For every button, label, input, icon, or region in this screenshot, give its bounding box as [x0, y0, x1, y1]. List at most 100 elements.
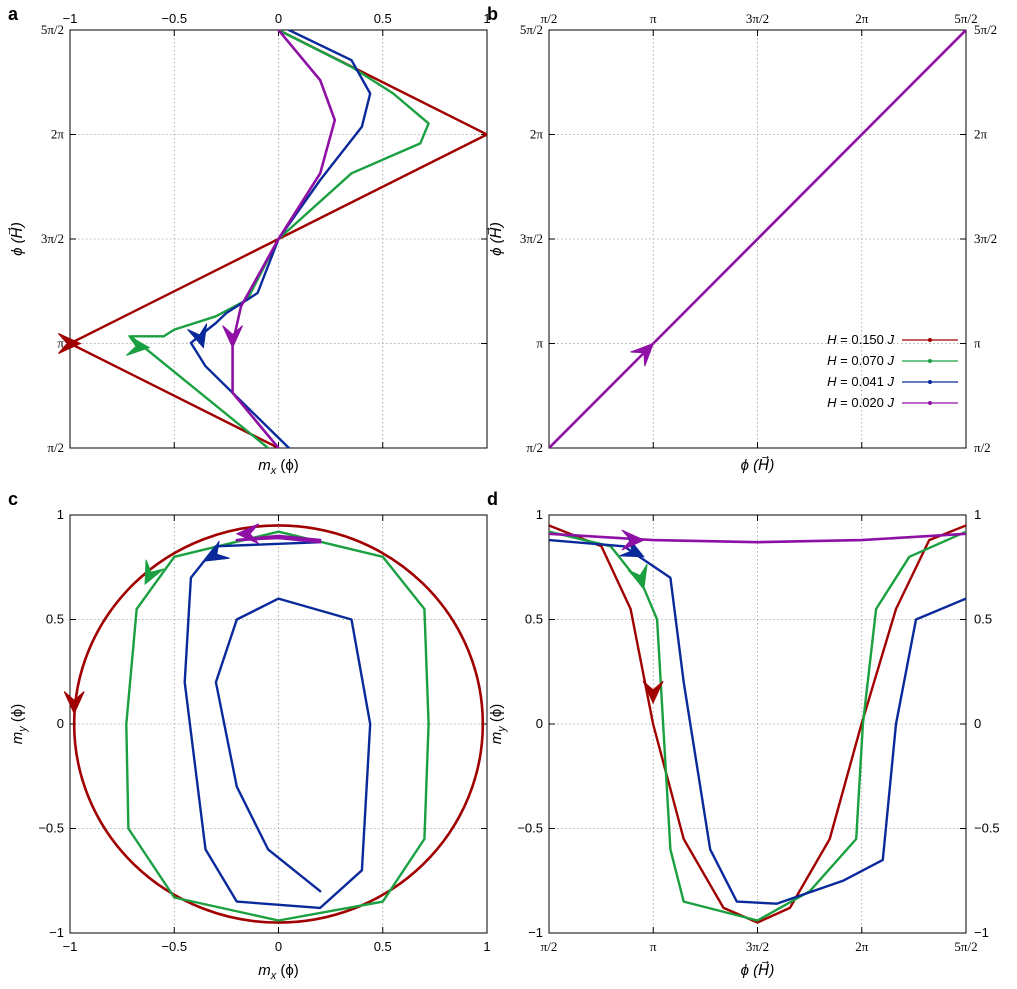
direction-arrow-H150	[642, 680, 664, 705]
y-tick-label: π/2	[47, 440, 64, 455]
x-tick-label: 3π/2	[746, 11, 769, 26]
y-tick-label: 1	[57, 507, 64, 522]
y-tick-label: π	[536, 336, 543, 351]
y-tick-label: 0	[57, 716, 64, 731]
series-line-H070	[549, 530, 966, 922]
x-tick-label: π/2	[541, 939, 558, 954]
y-tick-label: 3π/2	[41, 231, 64, 246]
series-group	[549, 524, 966, 924]
y-tick-label-right: 0	[974, 716, 981, 731]
series-group	[70, 30, 487, 448]
series-line-H020	[549, 30, 966, 448]
series-group	[549, 30, 966, 448]
series-line-H020	[235, 534, 322, 544]
legend: H = 0.150 J H = 0.070 J H = 0.041 J H = 0.0…	[827, 332, 958, 410]
y-tick-label: 1	[536, 507, 543, 522]
y-tick-label: π	[57, 336, 64, 351]
x-tick-label: −1	[63, 939, 78, 954]
y-tick-label: 3π/2	[520, 231, 543, 246]
legend-swatch-dot	[928, 380, 932, 384]
y-tick-label: 2π	[51, 127, 65, 142]
y-axis-label: ϕ (H⃗)	[7, 222, 26, 256]
direction-arrow-H150	[58, 333, 82, 354]
panel-d: π/2 π 3π/2 2π 5π/2−1 −1−0.5 −0.50 00.5 0.51 1dϕ (…	[487, 489, 1000, 979]
y-tick-label-right: 3π/2	[974, 231, 997, 246]
x-tick-label: 0.5	[374, 11, 392, 26]
y-tick-label-right: π	[974, 336, 981, 351]
direction-arrow-H070	[627, 563, 648, 590]
y-tick-label: −0.5	[517, 821, 543, 836]
y-tick-label: 0.5	[525, 612, 543, 627]
y-tick-label: 5π/2	[520, 22, 543, 37]
x-tick-label: π	[650, 11, 657, 26]
y-tick-label-right: 0.5	[974, 612, 992, 627]
y-tick-label-right: −0.5	[974, 821, 1000, 836]
x-tick-label: π/2	[541, 11, 558, 26]
direction-arrow-H020	[235, 523, 260, 545]
legend-swatch-dot	[928, 401, 932, 405]
x-tick-label: 2π	[855, 939, 869, 954]
legend-swatch-dot	[928, 359, 932, 363]
x-tick-label: 0	[275, 939, 282, 954]
direction-arrow-H070	[125, 335, 151, 356]
x-tick-label: 5π/2	[954, 939, 977, 954]
panel-label: b	[487, 4, 498, 24]
series-line-H041	[183, 541, 372, 910]
x-tick-label: 5π/2	[954, 11, 977, 26]
panel-label: d	[487, 489, 498, 509]
series-line-H070	[125, 530, 430, 922]
direction-arrow-H070	[144, 559, 165, 586]
direction-arrow-H020	[621, 529, 646, 551]
panel-label: c	[8, 489, 18, 509]
legend-label: H = 0.150 J	[827, 332, 894, 347]
y-tick-label: −1	[49, 925, 64, 940]
y-tick-label: 0	[536, 716, 543, 731]
y-tick-label-right: π/2	[974, 440, 991, 455]
x-tick-label: −0.5	[161, 11, 187, 26]
x-tick-label: 2π	[855, 11, 869, 26]
y-tick-label-right: 5π/2	[974, 22, 997, 37]
x-axis-label: ϕ (H⃗)	[741, 455, 775, 474]
y-tick-label-right: 1	[974, 507, 981, 522]
y-tick-label: 0.5	[46, 612, 64, 627]
series-line-H041	[549, 538, 966, 905]
x-axis-label: mx (ϕ)	[258, 962, 299, 982]
legend-swatch-dot	[928, 338, 932, 342]
x-tick-label: 1	[483, 11, 490, 26]
y-tick-label: −1	[528, 925, 543, 940]
series-line-H020	[549, 532, 966, 544]
series-line-H020	[231, 30, 337, 448]
series-line-H150	[72, 524, 485, 924]
y-tick-label: π/2	[526, 440, 543, 455]
legend-label: H = 0.041 J	[827, 374, 894, 389]
x-tick-label: 0.5	[374, 939, 392, 954]
x-tick-label: 3π/2	[746, 939, 769, 954]
direction-arrow-H041	[187, 323, 208, 349]
panel-label: a	[8, 4, 19, 24]
direction-arrow-H150	[63, 691, 85, 715]
y-tick-label-right: 2π	[974, 127, 988, 142]
x-tick-label: 1	[483, 939, 490, 954]
legend-label: H = 0.070 J	[827, 353, 894, 368]
panel-c: −1 −0.5 0 0.5 1 −1 −0.5 0 0.5 1 c mx (ϕ) my (ϕ)	[8, 489, 491, 982]
y-axis-label: my (ϕ)	[9, 704, 29, 745]
x-axis-label: ϕ (H⃗)	[741, 960, 775, 979]
y-axis-label: ϕ (H⃗)	[486, 222, 505, 256]
x-axis-label: mx (ϕ)	[258, 457, 299, 477]
direction-arrow-H041	[204, 540, 230, 562]
legend-label: H = 0.020 J	[827, 395, 894, 410]
x-tick-label: −1	[63, 11, 78, 26]
y-tick-label-right: −1	[974, 925, 989, 940]
direction-arrow-H020	[222, 325, 244, 349]
y-tick-label: 2π	[530, 127, 544, 142]
x-tick-label: −0.5	[161, 939, 187, 954]
series-line-H041	[189, 30, 372, 448]
series-group	[72, 524, 485, 924]
x-tick-label: π	[650, 939, 657, 954]
y-tick-label: 5π/2	[41, 22, 64, 37]
x-tick-label: 0	[275, 11, 282, 26]
y-tick-label: −0.5	[38, 821, 64, 836]
y-axis-label: my (ϕ)	[488, 704, 508, 745]
